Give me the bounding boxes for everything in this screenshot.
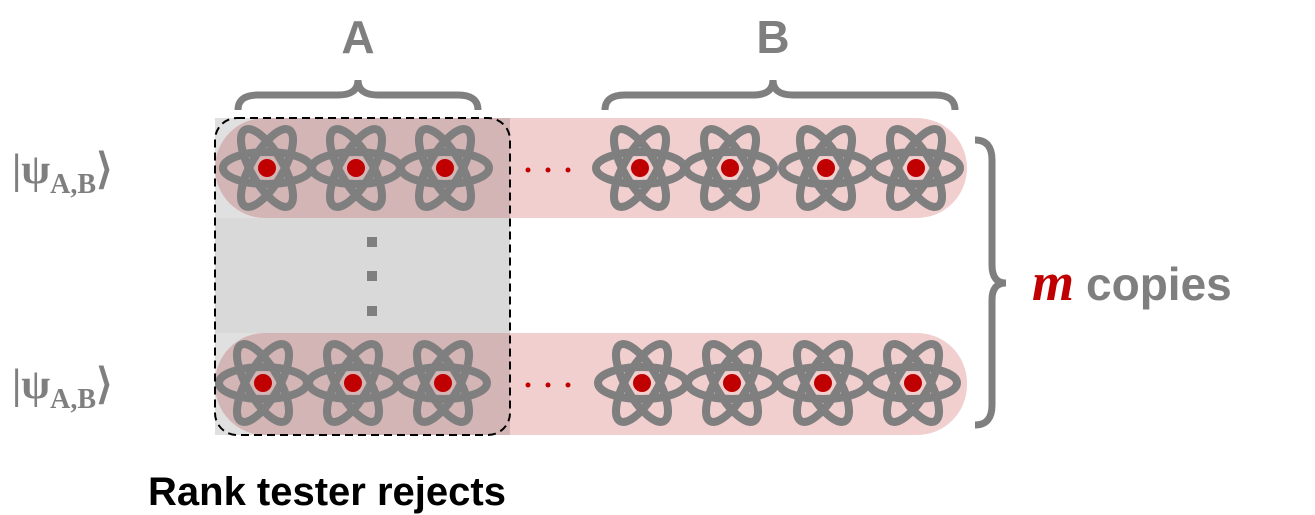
nucleus [258,159,276,177]
nucleus [631,159,649,177]
subsystem-fill [215,218,510,333]
ket-sub: A,B [50,169,96,200]
ellipsis-dot [526,168,531,173]
ket-label: |ψA,B⟩ [12,147,112,200]
nucleus [434,374,452,392]
nucleus [814,374,832,392]
nucleus [721,159,739,177]
nucleus [907,159,925,177]
brace [605,80,955,110]
label-b: B [756,11,789,63]
ket-open: |ψ [12,362,50,408]
nucleus [347,159,365,177]
caption: Rank tester rejects [148,470,506,514]
nucleus [344,374,362,392]
nucleus [904,374,922,392]
nucleus [633,374,651,392]
nucleus [723,374,741,392]
nucleus [817,159,835,177]
ellipsis-dot [526,383,531,388]
ket-sub: A,B [50,384,96,415]
ellipsis-dot [566,383,571,388]
nucleus [254,374,272,392]
brace [238,80,478,110]
label-a: A [341,11,374,63]
diagram: A B |ψA,B⟩ |ψA,B⟩ mcopies Rank tester re… [0,0,1315,515]
ket-open: |ψ [12,147,50,193]
copies-symbol: m [1032,252,1074,312]
copies-text: copies [1086,258,1232,310]
ket-label: |ψA,B⟩ [12,362,112,415]
ket-close: ⟩ [96,362,112,408]
vertical-dot [367,271,377,281]
ellipsis-dot [566,168,571,173]
ellipsis-dot [546,383,551,388]
ellipsis-dot [546,168,551,173]
brace [975,140,1006,425]
ket-close: ⟩ [96,147,112,193]
vertical-dot [367,306,377,316]
nucleus [436,159,454,177]
vertical-dot [367,237,377,247]
